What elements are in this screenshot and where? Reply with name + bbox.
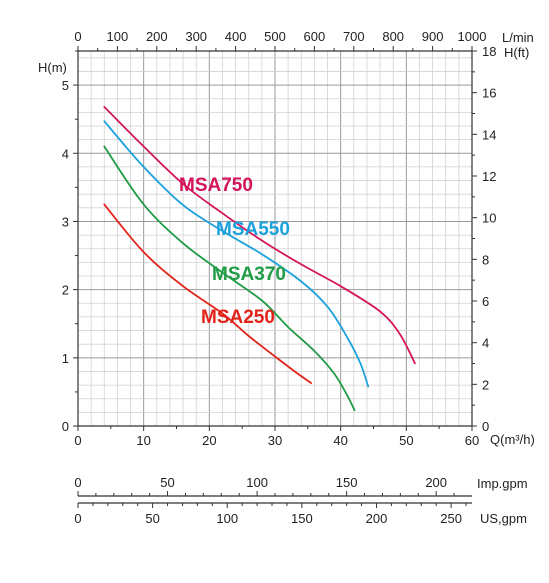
- curve-msa550: [103, 120, 370, 388]
- h-ft-tick-label: 14: [482, 127, 496, 142]
- lmin-tick-label: 700: [343, 29, 365, 44]
- imp-gpm-axis-label: Imp.gpm: [477, 476, 528, 491]
- imp-gpm-tick-label: 200: [425, 475, 447, 490]
- lmin-axis-label: L/min: [502, 30, 534, 45]
- imp-gpm-tick-label: 0: [74, 475, 81, 490]
- us-gpm-tick-label: 200: [366, 511, 388, 526]
- lmin-tick-label: 100: [107, 29, 129, 44]
- h-m-tick-label: 1: [62, 351, 69, 366]
- lmin-tick-label: 0: [74, 29, 81, 44]
- lmin-tick-label: 300: [185, 29, 207, 44]
- imp-gpm-tick-label: 100: [246, 475, 268, 490]
- q-tick-label: 10: [136, 433, 150, 448]
- h-ft-tick-label: 10: [482, 211, 496, 226]
- h-ft-tick-label: 16: [482, 86, 496, 101]
- series-label-msa250: MSA250: [201, 307, 275, 328]
- us-gpm-tick-label: 150: [291, 511, 313, 526]
- series-label-msa370: MSA370: [212, 264, 286, 285]
- grid: [77, 51, 473, 427]
- h-m-axis-label: H(m): [38, 60, 67, 75]
- lmin-tick-label: 400: [225, 29, 247, 44]
- h-m-tick-label: 3: [62, 214, 69, 229]
- h-ft-tick-label: 4: [482, 336, 489, 351]
- h-m-tick-label: 5: [62, 78, 69, 93]
- curve-msa250: [103, 203, 312, 384]
- curve-msa370: [103, 145, 356, 412]
- q-tick-label: 60: [465, 433, 479, 448]
- h-m-tick-label: 2: [62, 283, 69, 298]
- lmin-tick-label: 500: [264, 29, 286, 44]
- imp-gpm-tick-label: 50: [160, 475, 174, 490]
- us-gpm-tick-label: 50: [145, 511, 159, 526]
- h-m-tick-label: 4: [62, 146, 69, 161]
- q-tick-label: 30: [268, 433, 282, 448]
- q-tick-label: 50: [399, 433, 413, 448]
- q-tick-label: 0: [74, 433, 81, 448]
- imp-gpm-tick-label: 150: [336, 475, 358, 490]
- us-gpm-tick-label: 250: [440, 511, 462, 526]
- lmin-tick-label: 1000: [458, 29, 487, 44]
- h-ft-tick-label: 6: [482, 294, 489, 309]
- lmin-tick-label: 200: [146, 29, 168, 44]
- us-gpm-axis-label: US,gpm: [480, 511, 527, 526]
- lmin-tick-label: 600: [304, 29, 326, 44]
- q-axis-label: Q(m³/h): [490, 432, 535, 447]
- curve-msa750: [103, 106, 416, 365]
- q-tick-label: 40: [333, 433, 347, 448]
- series-label-msa750: MSA750: [179, 175, 253, 196]
- h-ft-tick-label: 18: [482, 44, 496, 59]
- h-ft-tick-label: 2: [482, 377, 489, 392]
- h-ft-tick-label: 8: [482, 252, 489, 267]
- q-tick-label: 20: [202, 433, 216, 448]
- h-ft-tick-label: 12: [482, 169, 496, 184]
- series-labels: MSA750 MSA550 MSA370 MSA250: [179, 175, 290, 328]
- us-gpm-tick-label: 100: [216, 511, 238, 526]
- series-label-msa550: MSA550: [216, 219, 290, 240]
- h-ft-tick-label: 0: [482, 419, 489, 434]
- series-curves: [103, 106, 416, 412]
- us-gpm-tick-label: 0: [74, 511, 81, 526]
- h-ft-axis-label: H(ft): [504, 45, 529, 60]
- lmin-tick-label: 800: [382, 29, 404, 44]
- lmin-tick-label: 900: [422, 29, 444, 44]
- h-m-tick-label: 0: [62, 419, 69, 434]
